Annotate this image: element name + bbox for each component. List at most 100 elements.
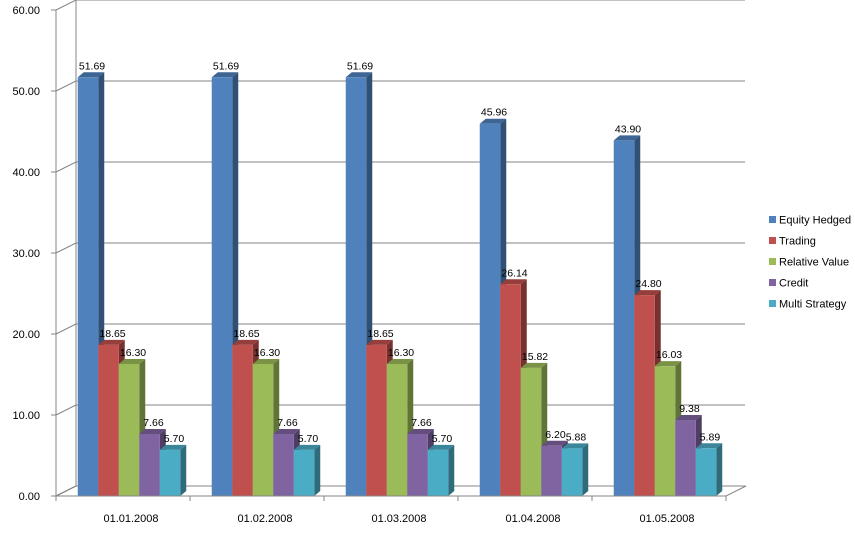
bar-top: [561, 443, 589, 449]
bar-top: [675, 415, 702, 421]
bar: [695, 448, 717, 496]
bar: [98, 344, 119, 496]
bar: [541, 445, 562, 496]
data-label: 7.66: [277, 417, 298, 429]
x-tick-label: 01.03.2008: [371, 513, 426, 525]
data-label: 6.20: [545, 429, 566, 441]
bar: [407, 433, 428, 496]
bar: [366, 344, 387, 496]
data-label: 24.80: [635, 278, 661, 290]
bar: [211, 77, 233, 496]
data-label: 5.70: [298, 433, 319, 445]
bar: [386, 363, 408, 496]
bar-top: [541, 440, 568, 446]
bar: [273, 433, 294, 496]
data-label: 16.03: [656, 349, 682, 361]
x-tick-label: 01.01.2008: [103, 513, 158, 525]
bar-top: [211, 72, 239, 78]
gridline-depth: [55, 323, 77, 335]
bar-side: [582, 443, 589, 496]
bar: [345, 77, 367, 496]
bar-top: [520, 362, 548, 368]
x-tick-label: 01.05.2008: [639, 513, 694, 525]
bar-top: [427, 444, 455, 450]
bar-top: [98, 339, 125, 345]
bar: [520, 367, 542, 496]
data-label: 7.66: [411, 417, 432, 429]
data-labels: 51.6918.6516.307.665.7051.6918.6516.307.…: [79, 60, 721, 445]
y-tick-label: 50.00: [12, 86, 40, 98]
data-label: 15.82: [522, 351, 548, 363]
bar-top: [273, 428, 300, 434]
bar-top: [252, 358, 280, 364]
gridline-depth: [55, 0, 77, 11]
bar: [118, 363, 140, 496]
y-tick-label: 0.00: [19, 491, 40, 503]
bar-side: [314, 444, 321, 496]
bar-top: [654, 361, 682, 367]
legend-label: Equity Hedged: [779, 215, 851, 227]
bar-top: [232, 339, 259, 345]
data-label: 7.66: [143, 417, 164, 429]
gridline-depth: [55, 161, 77, 173]
data-label: 16.30: [254, 347, 280, 359]
bar-top: [613, 135, 641, 141]
data-label: 5.70: [164, 433, 185, 445]
gridline-depth: [55, 80, 77, 92]
gridline-depth: [55, 485, 77, 497]
legend: Equity Hedged Trading Relative Value Credit…: [769, 215, 851, 311]
bar-side: [716, 443, 723, 496]
bar-side: [448, 444, 455, 496]
y-tick-label: 30.00: [12, 248, 40, 260]
data-label: 43.90: [615, 123, 641, 135]
bar: [252, 363, 274, 496]
bar: [500, 284, 521, 496]
legend-label: Trading: [779, 236, 816, 248]
bar-top: [139, 428, 166, 434]
data-label: 18.65: [233, 328, 259, 340]
data-label: 5.88: [566, 431, 587, 443]
y-tick-label: 40.00: [12, 167, 40, 179]
gridline-depth: [55, 404, 77, 416]
bar-top: [159, 444, 187, 450]
bar: [293, 449, 315, 496]
bar: [427, 449, 449, 496]
bar: [561, 448, 583, 496]
bar: [613, 140, 635, 496]
legend-swatch: [769, 279, 776, 286]
bar-top: [634, 290, 661, 296]
bar-top: [695, 443, 723, 449]
data-label: 5.70: [432, 433, 453, 445]
bar: [634, 295, 655, 496]
x-axis: 01.01.2008 01.02.2008 01.03.2008 01.04.2008…: [55, 495, 727, 525]
bar-top: [479, 118, 507, 124]
data-label: 5.89: [700, 431, 721, 443]
data-label: 51.69: [79, 60, 105, 72]
bar: [479, 123, 501, 496]
data-label: 9.38: [679, 403, 700, 415]
y-tick-label: 20.00: [12, 329, 40, 341]
data-label: 16.30: [388, 347, 414, 359]
data-label: 51.69: [347, 60, 373, 72]
bar: [232, 344, 253, 496]
bar-top: [118, 358, 146, 364]
bar: [77, 77, 99, 496]
y-tick-label: 60.00: [12, 5, 40, 17]
gridline-depth: [55, 242, 77, 254]
legend-label: Multi Strategy: [779, 299, 847, 311]
legend-label: Relative Value: [779, 257, 849, 269]
bar: [654, 366, 676, 496]
legend-swatch: [769, 258, 776, 265]
data-label: 26.14: [501, 267, 527, 279]
bar-top: [77, 72, 105, 78]
legend-swatch: [769, 216, 776, 223]
data-label: 18.65: [99, 328, 125, 340]
x-tick-label: 01.02.2008: [237, 513, 292, 525]
y-tick-label: 10.00: [12, 410, 40, 422]
bar: [159, 449, 181, 496]
bar-side: [180, 444, 187, 496]
legend-swatch: [769, 300, 776, 307]
data-label: 45.96: [481, 107, 507, 119]
bar-top: [500, 279, 527, 285]
